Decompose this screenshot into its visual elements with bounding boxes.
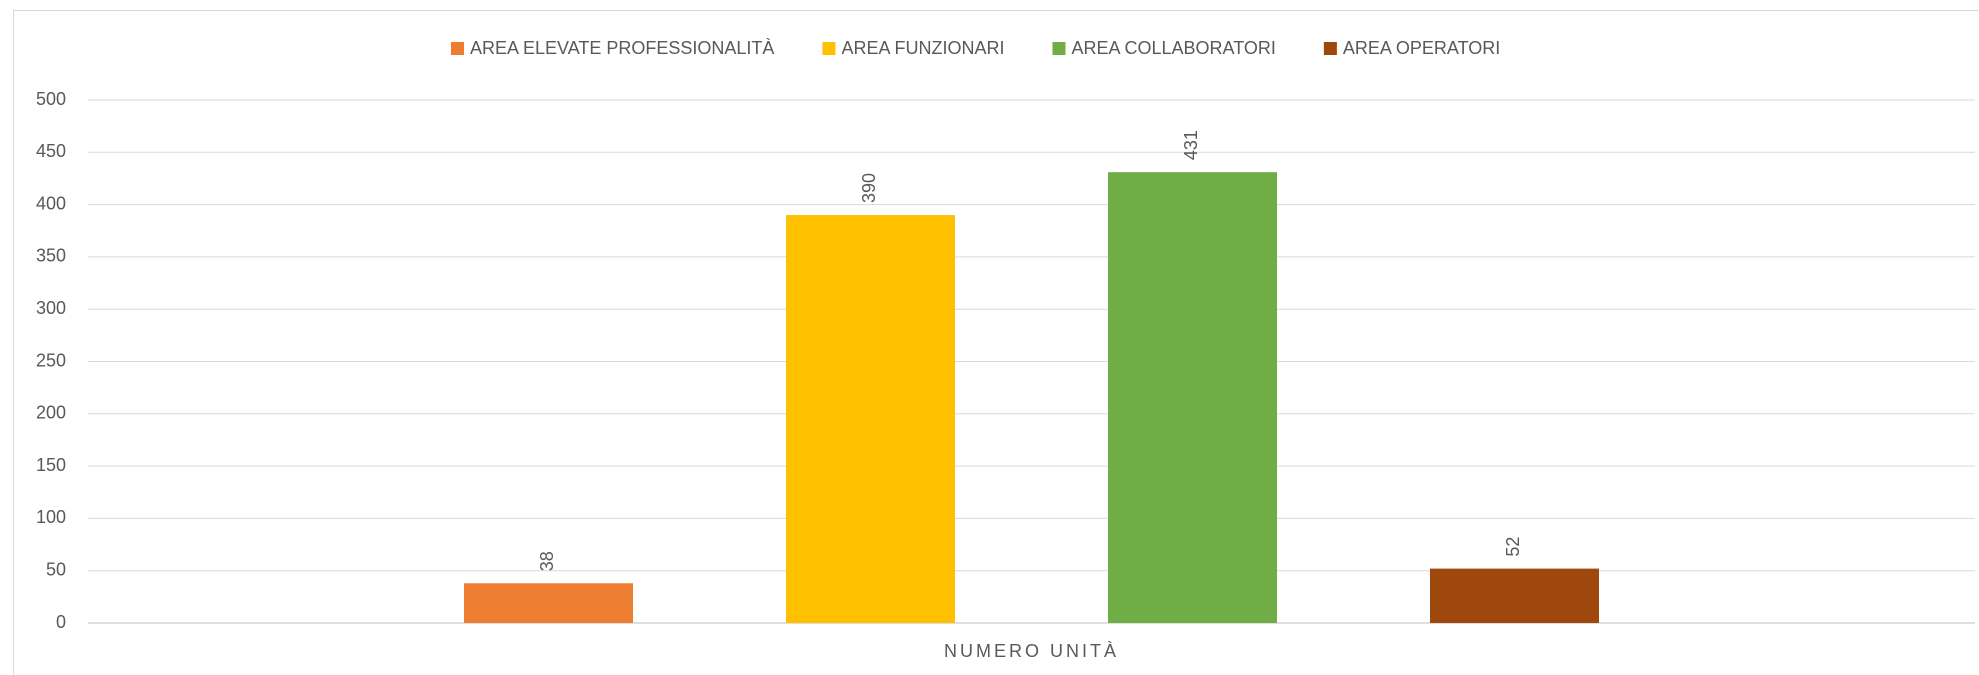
y-tick-label: 350: [36, 246, 66, 266]
y-tick-label: 250: [36, 350, 66, 370]
chart-frame: [13, 10, 1979, 675]
bar: [1430, 568, 1599, 623]
legend-label: AREA COLLABORATORI: [1071, 38, 1275, 58]
y-tick-label: 200: [36, 403, 66, 423]
legend-swatch: [1323, 42, 1337, 55]
data-label: 52: [1503, 537, 1523, 557]
y-tick-label: 500: [36, 89, 66, 109]
legend-swatch: [822, 42, 836, 55]
legend-swatch: [451, 42, 464, 55]
data-label: 38: [537, 551, 557, 571]
legend-label: AREA OPERATORI: [1343, 38, 1500, 58]
data-label: 390: [859, 173, 879, 203]
bar: [786, 215, 955, 623]
legend-swatch: [1052, 42, 1066, 55]
y-tick-label: 0: [56, 612, 66, 632]
legend-label: AREA ELEVATE PROFESSIONALITÀ: [470, 38, 774, 58]
x-tick-label: NUMERO UNITÀ: [944, 641, 1119, 661]
y-tick-label: 150: [36, 455, 66, 475]
y-tick-label: 400: [36, 193, 66, 213]
legend-label: AREA FUNZIONARI: [841, 38, 1004, 58]
data-label: 431: [1181, 130, 1201, 160]
bar: [464, 583, 633, 623]
y-tick-label: 100: [36, 507, 66, 527]
y-tick-label: 300: [36, 298, 66, 318]
y-tick-label: 50: [46, 559, 66, 579]
bar: [1108, 172, 1277, 623]
y-tick-label: 450: [36, 141, 66, 161]
